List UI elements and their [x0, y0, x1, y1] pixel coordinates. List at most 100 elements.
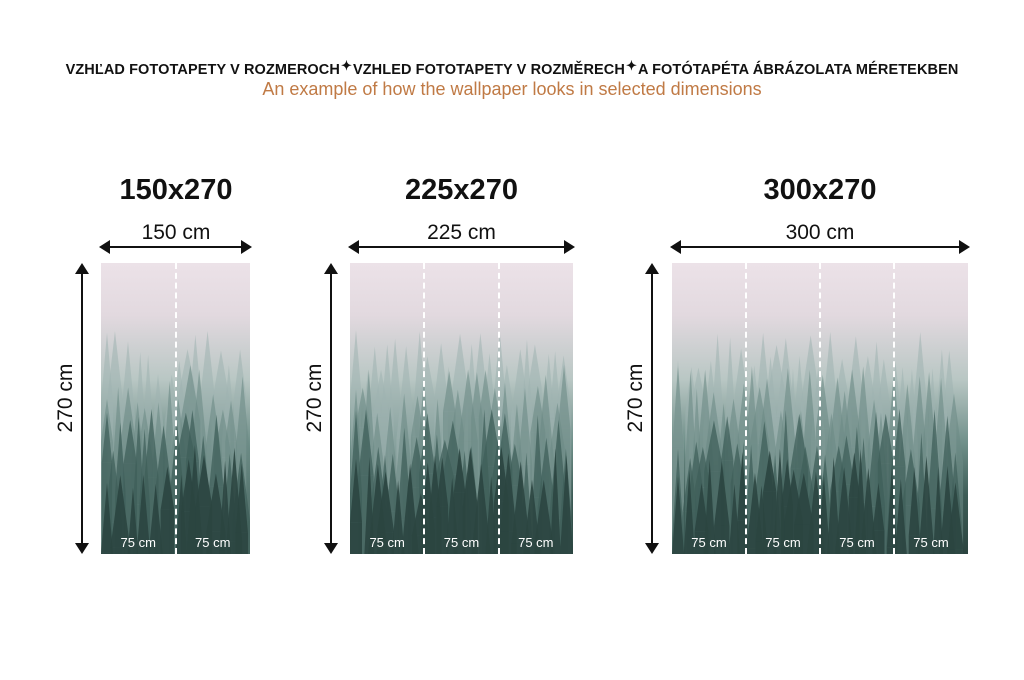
tree: [534, 479, 554, 544]
tree-base: [377, 532, 395, 554]
panel-seam: [893, 263, 895, 554]
height-arrow: [324, 263, 338, 554]
tree: [757, 332, 769, 391]
tree: [101, 482, 113, 553]
tree: [821, 331, 839, 420]
width-arrow: [670, 240, 970, 254]
segment-width-label: 75 cm: [913, 535, 949, 550]
panel-seam: [497, 263, 500, 554]
tree: [714, 461, 730, 526]
tree: [192, 369, 207, 445]
tree: [528, 344, 542, 388]
subtitle: An example of how the wallpaper looks in…: [262, 79, 762, 99]
tree: [672, 476, 684, 554]
panel-seam: [745, 263, 747, 554]
tree: [120, 341, 136, 417]
tree: [894, 478, 907, 554]
tree: [350, 458, 362, 523]
wallpaper-preview: 75 cm 75 cm 75 cm: [350, 263, 573, 554]
segment-width-label: 75 cm: [443, 535, 480, 550]
tree: [672, 366, 684, 451]
tree-base: [471, 417, 483, 554]
tree: [737, 451, 748, 521]
tree-base: [235, 532, 248, 554]
tree: [200, 331, 215, 393]
tree: [211, 350, 231, 405]
tree: [507, 443, 523, 486]
tree: [471, 463, 491, 554]
forest-image: [101, 330, 250, 554]
tree: [872, 482, 885, 531]
tree-base: [737, 520, 748, 554]
tree: [436, 457, 449, 507]
variant-title: 225x270: [405, 174, 518, 206]
width-label: 300 cm: [785, 221, 855, 244]
tree-base: [835, 549, 853, 554]
tree: [452, 333, 468, 391]
tree: [385, 453, 400, 512]
tree-base: [446, 538, 458, 554]
tree: [559, 455, 573, 554]
tree-base: [755, 541, 768, 554]
tree: [947, 482, 964, 550]
width-arrow: [99, 240, 252, 254]
width-label: 225 cm: [427, 221, 496, 244]
tree: [350, 330, 362, 390]
tree: [893, 408, 906, 467]
height-arrow: [645, 263, 659, 554]
tree: [136, 474, 151, 554]
tree: [377, 471, 395, 533]
tree-base: [848, 497, 860, 554]
tree: [704, 420, 724, 472]
tree-base: [886, 547, 897, 554]
tree: [763, 450, 777, 492]
tree: [419, 413, 436, 474]
tree: [101, 412, 113, 463]
panel-seam: [174, 263, 177, 554]
tree-base: [110, 547, 131, 554]
tree: [396, 346, 416, 440]
segment-width-label: 75 cm: [120, 535, 156, 550]
segment-width-label: 75 cm: [195, 535, 231, 550]
panel-seam: [423, 263, 426, 554]
tree: [443, 370, 456, 412]
tree-base: [350, 522, 362, 554]
tree-base: [436, 506, 449, 554]
tree: [758, 378, 776, 448]
tree: [827, 457, 841, 554]
tree: [537, 437, 556, 508]
tree-base: [773, 547, 787, 554]
tree: [107, 330, 123, 398]
forest-image: [350, 330, 573, 554]
height-arrow: [75, 263, 89, 554]
tree-base: [132, 504, 145, 554]
panel-seam: [819, 263, 821, 554]
tree: [877, 413, 894, 464]
tree: [683, 470, 695, 554]
tree-base: [550, 546, 561, 554]
title-hu: A FOTÓTAPÉTA ÁBRÁZOLATA MÉRETEKBEN: [637, 62, 959, 78]
segment-width-label: 75 cm: [691, 535, 727, 550]
tree: [235, 463, 248, 533]
tree: [550, 448, 561, 547]
tree: [148, 483, 163, 554]
tree: [933, 466, 944, 554]
tree: [453, 448, 466, 493]
tree: [705, 392, 722, 450]
tree: [918, 455, 935, 554]
variant-title: 300x270: [763, 174, 877, 206]
tree-base: [160, 509, 175, 554]
header-title: VZHĽAD FOTOTAPETY V ROZMEROCH✦VZHLED FOT…: [0, 58, 1024, 78]
tree: [434, 343, 448, 400]
tree: [859, 467, 877, 554]
tree: [855, 366, 872, 457]
tree: [160, 466, 175, 510]
tree: [233, 349, 247, 398]
tree-base: [947, 549, 964, 554]
tree: [908, 466, 920, 536]
tree-base: [714, 525, 730, 554]
tree-base: [453, 492, 466, 554]
width-label: 150 cm: [141, 221, 211, 244]
tree: [801, 335, 821, 402]
tree: [127, 487, 139, 554]
